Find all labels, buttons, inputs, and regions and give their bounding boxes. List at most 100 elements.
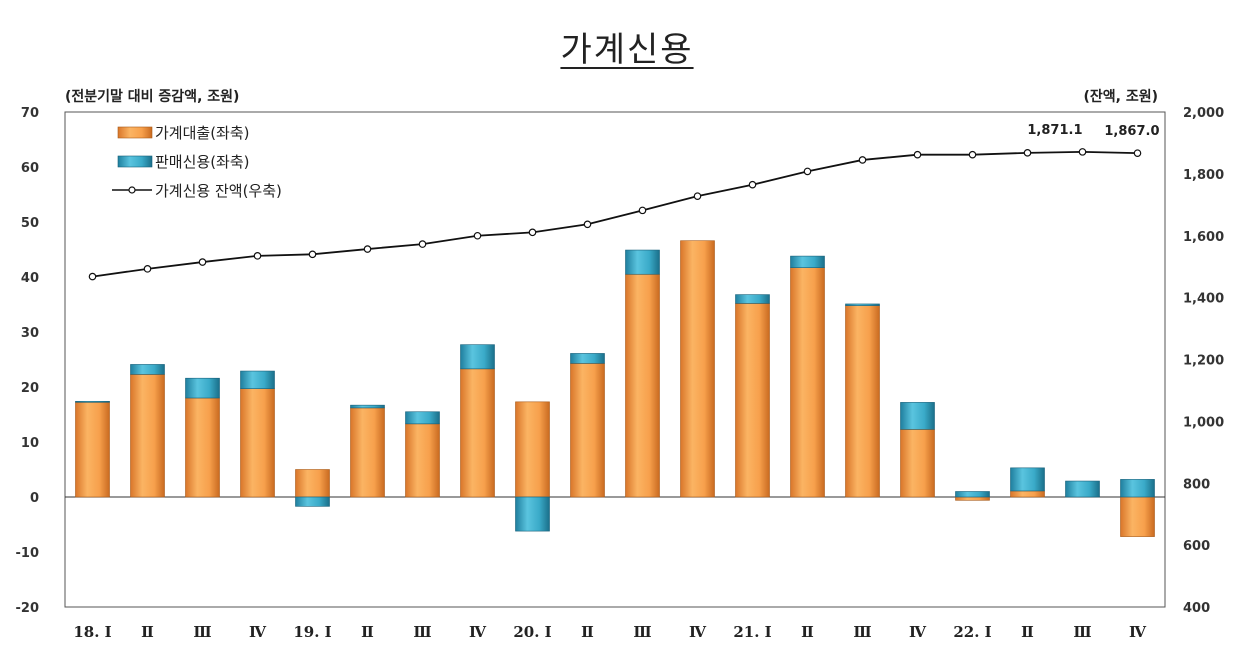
category-label: Ⅳ	[469, 623, 487, 641]
bar-sales-credit	[1120, 479, 1155, 498]
bar-sales-credit	[130, 364, 165, 375]
bar-sales-credit	[570, 353, 605, 364]
category-label: Ⅱ	[581, 623, 594, 641]
category-label: Ⅳ	[689, 623, 707, 641]
category-label: Ⅱ	[141, 623, 154, 641]
line-point	[803, 167, 812, 176]
bar-sales-credit	[75, 400, 110, 403]
line-point	[693, 192, 702, 200]
right-tick-label: 400	[1183, 601, 1210, 616]
legend-swatch-sales	[117, 155, 153, 168]
right-tick-label: 1,600	[1183, 230, 1224, 245]
bar-sales-credit	[240, 370, 275, 389]
right-tick-label: 2,000	[1183, 106, 1224, 121]
category-label: 19. Ⅰ	[293, 623, 331, 641]
line-point	[1023, 149, 1032, 157]
legend-label-sales: 판매신용(좌축)	[155, 153, 250, 171]
legend-swatch-loans	[117, 126, 153, 139]
left-axis-unit: (전분기말 대비 증감액, 조원)	[65, 88, 239, 105]
category-label: Ⅲ	[633, 623, 651, 641]
line-point	[253, 252, 262, 260]
bar-household-loans	[900, 429, 935, 498]
category-label: Ⅲ	[1073, 623, 1091, 641]
bar-household-loans	[1120, 496, 1155, 537]
left-tick-label: 30	[21, 326, 39, 341]
bar-household-loans	[295, 469, 330, 498]
bar-sales-credit	[515, 496, 550, 532]
category-label: Ⅱ	[1021, 623, 1034, 641]
bar-sales-credit	[900, 402, 935, 430]
legend-label-balance: 가계신용 잔액(우축)	[155, 182, 282, 200]
bar-household-loans	[75, 401, 110, 498]
line-point	[913, 150, 922, 159]
right-tick-label: 800	[1183, 477, 1210, 492]
left-tick-label: 40	[21, 271, 39, 286]
category-label: Ⅳ	[1129, 623, 1147, 641]
data-label-2022-q4: 1,867.0	[1104, 124, 1159, 139]
bar-household-loans	[845, 305, 880, 498]
line-point	[143, 265, 152, 273]
line-point	[88, 272, 97, 281]
line-point	[638, 206, 647, 215]
bar-sales-credit	[295, 496, 330, 507]
category-label: Ⅱ	[361, 623, 374, 641]
bar-household-loans	[680, 240, 715, 498]
category-label: 18. Ⅰ	[73, 623, 111, 641]
bar-household-loans	[185, 397, 220, 498]
bar-household-loans	[790, 267, 825, 498]
line-point	[1078, 148, 1087, 156]
bar-sales-credit	[185, 377, 220, 399]
bar-household-loans	[955, 496, 990, 501]
bar-sales-credit	[460, 344, 495, 370]
bar-sales-credit	[735, 294, 770, 304]
line-point	[1133, 149, 1142, 157]
category-label: 22. Ⅰ	[953, 623, 991, 641]
left-tick-label: 50	[21, 216, 39, 231]
bar-sales-credit	[625, 249, 660, 275]
left-tick-label: -20	[16, 601, 40, 616]
bar-household-loans	[130, 374, 165, 498]
category-label: Ⅲ	[193, 623, 211, 641]
category-label: Ⅱ	[801, 623, 814, 641]
category-label: Ⅲ	[853, 623, 871, 641]
right-tick-label: 1,800	[1183, 168, 1224, 183]
legend-marker-balance	[128, 186, 136, 194]
bar-sales-credit	[955, 491, 990, 498]
bar-sales-credit	[845, 303, 880, 306]
data-label-2022-q3: 1,871.1	[1027, 123, 1082, 138]
line-point	[968, 150, 977, 159]
line-point	[748, 180, 757, 189]
bar-sales-credit	[1010, 467, 1045, 492]
left-tick-label: 0	[30, 491, 39, 506]
bar-household-loans	[515, 401, 550, 498]
line-point	[363, 245, 372, 253]
left-tick-label: 60	[21, 161, 39, 176]
bar-sales-credit	[790, 255, 825, 268]
line-point	[308, 250, 317, 259]
line-household-credit-balance	[92, 150, 1138, 278]
bar-household-loans	[570, 363, 605, 498]
line-point	[858, 156, 867, 164]
chart-title: 가계신용	[560, 30, 694, 70]
legend-label-loans: 가계대출(좌축)	[155, 124, 250, 142]
right-tick-label: 1,400	[1183, 292, 1224, 307]
bar-household-loans	[625, 273, 660, 498]
right-tick-label: 600	[1183, 539, 1210, 554]
line-point	[473, 231, 482, 240]
category-label: 20. Ⅰ	[513, 623, 551, 641]
bar-sales-credit	[1065, 480, 1100, 498]
left-tick-label: 70	[21, 106, 39, 121]
left-tick-label: -10	[16, 546, 40, 561]
bar-household-loans	[1010, 490, 1045, 498]
bar-household-loans	[405, 423, 440, 498]
bar-household-loans	[460, 368, 495, 498]
bar-household-loans	[735, 303, 770, 498]
left-tick-label: 20	[21, 381, 39, 396]
category-label: Ⅲ	[413, 623, 431, 641]
line-point	[198, 258, 207, 266]
bar-household-loans	[240, 388, 275, 498]
bar-sales-credit	[350, 404, 385, 409]
left-tick-label: 10	[21, 436, 39, 451]
line-point	[528, 228, 537, 237]
